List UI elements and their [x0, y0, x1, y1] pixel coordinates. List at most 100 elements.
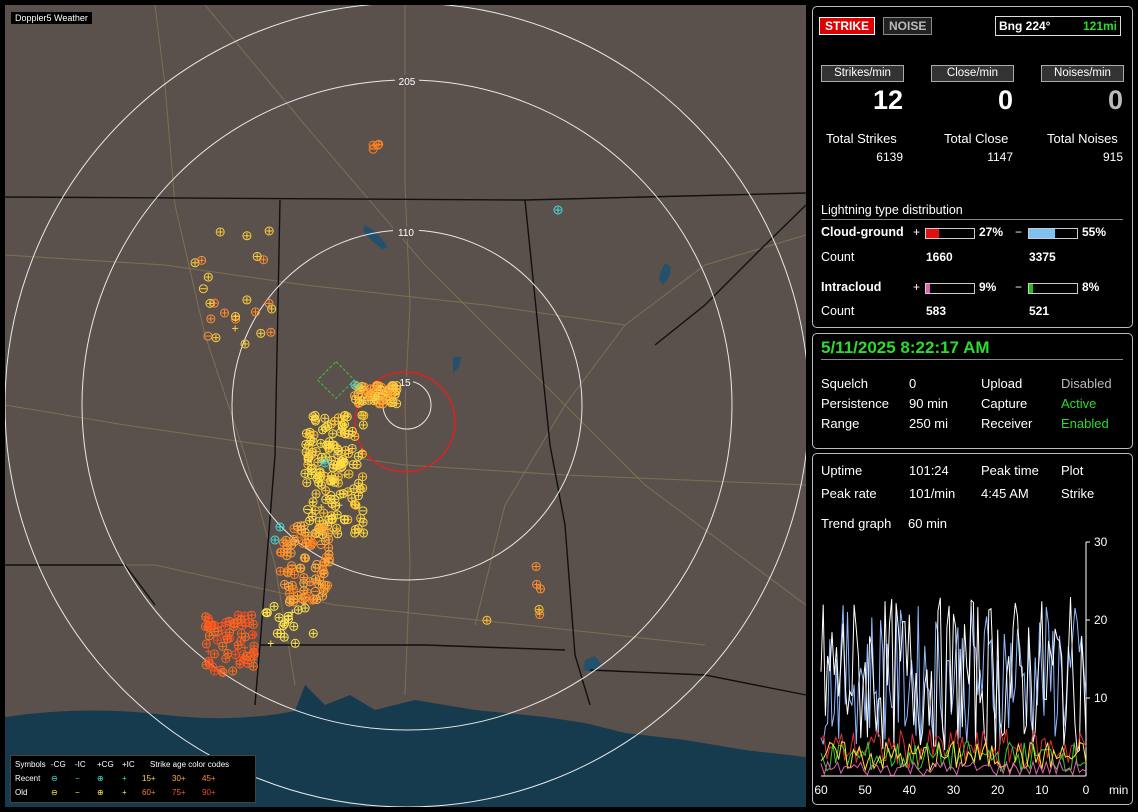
upload-label: Upload: [981, 376, 1023, 391]
strike-symbol: [532, 579, 542, 589]
squelch-label: Squelch: [821, 376, 868, 391]
strike-symbol: [337, 422, 347, 432]
strike-symbol: [303, 504, 313, 514]
strike-symbol: [240, 618, 250, 628]
noises-per-min-header[interactable]: Noises/min: [1041, 65, 1124, 82]
strike-symbol: [264, 226, 274, 236]
cg-plus-sign: +: [913, 225, 921, 239]
distribution-title: Lightning type distribution: [821, 203, 963, 217]
strike-symbol: [338, 489, 348, 499]
strike-symbol: [289, 534, 299, 544]
range-value: 250 mi: [909, 416, 949, 431]
lightning-map[interactable]: 205 110 15 Doppler5 Weather Symbols -CG …: [5, 5, 806, 807]
close-per-min-header[interactable]: Close/min: [931, 65, 1014, 82]
map-canvas: 205 110 15: [5, 5, 806, 807]
divider: [821, 359, 1123, 360]
strike-symbol: [305, 577, 315, 587]
strike-symbol: [347, 443, 357, 453]
strike-symbol: [338, 458, 348, 468]
strike-symbol: [242, 295, 252, 305]
recent-pos-ic-icon: +: [122, 773, 127, 783]
cg-plus-count: 1660: [926, 250, 953, 264]
cg-minus-bar: [1028, 228, 1078, 239]
strike-symbol: [267, 304, 277, 314]
strike-symbol: [312, 559, 322, 569]
strike-symbol: [336, 502, 343, 509]
stats-panel: Uptime 101:24 Peak time Plot Peak rate 1…: [812, 453, 1133, 805]
strike-symbol: [285, 595, 295, 605]
lake: [583, 656, 601, 672]
ic-plus-percent: 9%: [979, 280, 997, 294]
old-neg-cg-icon: ⊖: [51, 787, 58, 797]
strike-symbol: [206, 314, 216, 324]
strike-symbol: [205, 648, 212, 655]
strike-symbol: [251, 631, 258, 638]
y-tick-label: 10: [1094, 691, 1108, 705]
total-noises-value: 915: [1102, 150, 1123, 164]
strike-symbols: [190, 139, 563, 677]
peak-rate-label: Peak rate: [821, 486, 877, 501]
strike-symbol: [324, 557, 334, 567]
close-range-ring: [354, 371, 456, 473]
strike-symbol: [319, 508, 329, 518]
strike-symbol: [289, 621, 299, 631]
strike-button[interactable]: STRIKE: [819, 17, 876, 35]
strike-symbol: [307, 538, 317, 548]
strike-symbol: [218, 641, 228, 651]
persistence-label: Persistence: [821, 396, 889, 411]
capture-value: Active: [1061, 396, 1097, 411]
strike-symbol: [347, 493, 357, 503]
x-tick-label: 10: [1035, 783, 1049, 797]
total-noises-label: Total Noises: [1047, 131, 1118, 146]
strike-symbol: [482, 615, 492, 625]
squelch-value: 0: [909, 376, 917, 391]
strike-symbol: [235, 659, 245, 669]
strike-symbol: [311, 489, 321, 499]
strike-symbol: [358, 517, 368, 527]
strike-symbol: [317, 522, 327, 532]
strike-symbol: [207, 620, 217, 630]
strike-symbol: [293, 590, 303, 600]
strike-symbol: [247, 610, 257, 620]
strike-symbol: [295, 563, 305, 573]
legend-pcg: +CG: [97, 759, 114, 769]
strike-symbol: [314, 478, 324, 488]
recent-strike-symbol: [350, 380, 360, 390]
trend-value[interactable]: 60 min: [908, 516, 948, 531]
strike-symbol: [358, 506, 368, 516]
legend-ncg: -CG: [51, 759, 66, 769]
strike-symbol: [350, 500, 360, 510]
age-30: 30+: [172, 773, 186, 783]
strike-symbol: [328, 429, 338, 439]
strike-symbol: [339, 515, 349, 525]
noises-per-min-value: 0: [1107, 85, 1123, 115]
legend-symbols-label: Symbols: [15, 759, 46, 769]
trend-graph: 60 50 40 30 20 10 0 min 30 20 10: [814, 535, 1128, 797]
strike-symbol: [242, 231, 252, 241]
strikes-per-min-header[interactable]: Strikes/min: [821, 65, 904, 82]
legend-old-label: Old: [15, 787, 28, 797]
strike-symbol: [358, 472, 368, 482]
strike-symbol: [220, 308, 230, 318]
strike-symbol: [307, 511, 317, 521]
strike-symbol: [228, 666, 238, 676]
recent-strike-symbol: [553, 205, 563, 215]
strike-symbol: [312, 529, 322, 539]
divider: [821, 219, 1123, 220]
ring-label-110: 110: [398, 228, 414, 239]
strike-symbol: [352, 460, 362, 470]
strike-symbol: [281, 535, 291, 545]
strike-symbol: [316, 438, 326, 448]
recent-neg-cg-icon: ⊖: [51, 773, 58, 783]
strike-symbol: [330, 501, 340, 511]
x-tick-label: 0: [1083, 783, 1090, 797]
bearing-readout: Bng 224° 121mi: [995, 16, 1121, 36]
noise-button[interactable]: NOISE: [883, 17, 933, 35]
storm-marker[interactable]: [316, 360, 356, 400]
strike-symbol: [278, 621, 288, 631]
strike-symbol: [221, 617, 231, 627]
recent-strike-symbol: [275, 522, 285, 532]
total-strikes-value: 6139: [876, 150, 903, 164]
plot-value[interactable]: Strike: [1061, 486, 1095, 501]
age-60: 60+: [142, 787, 156, 797]
